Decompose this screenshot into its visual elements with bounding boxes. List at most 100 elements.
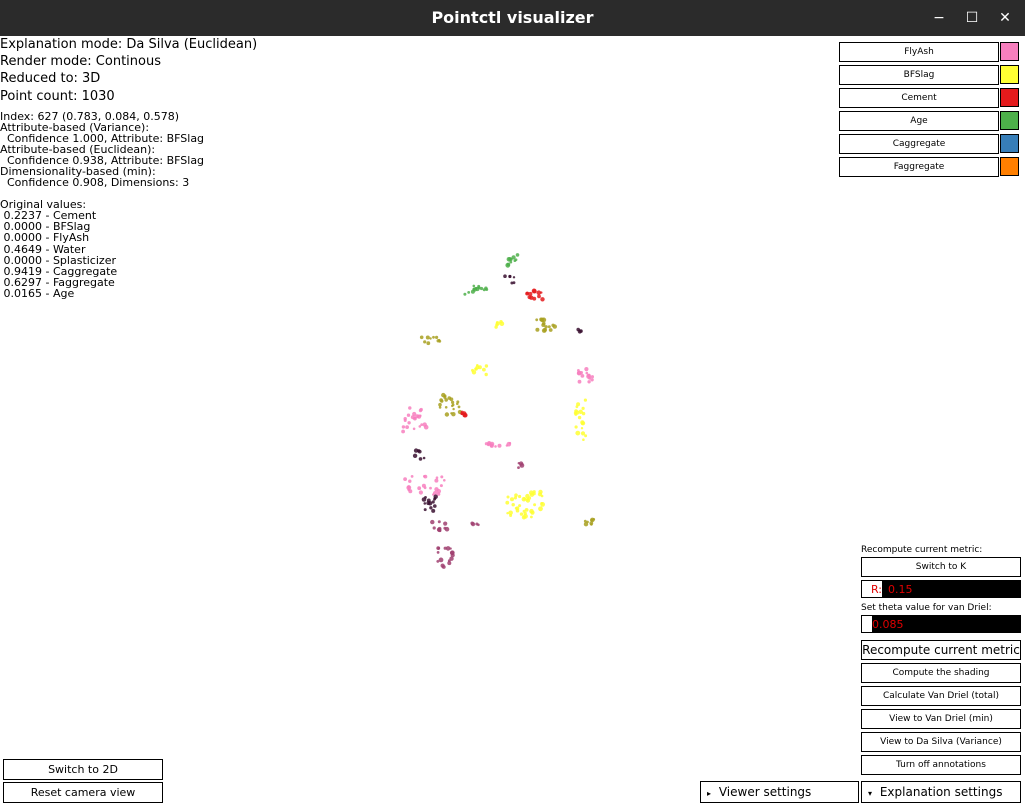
data-point[interactable] [419,414,422,417]
data-point[interactable] [437,520,441,524]
data-point[interactable] [529,490,534,495]
data-point[interactable] [482,367,486,372]
data-point[interactable] [540,297,545,302]
data-point[interactable] [419,335,424,340]
data-point[interactable] [449,550,455,555]
data-point[interactable] [577,379,582,384]
data-point[interactable] [587,373,591,378]
data-point[interactable] [432,526,436,530]
data-point[interactable] [421,497,427,502]
data-point[interactable] [437,528,442,533]
data-point[interactable] [444,398,448,402]
color-swatch-caggregate[interactable] [1000,134,1019,153]
compute-shading-button[interactable]: Compute the shading [861,663,1021,683]
data-point[interactable] [462,412,467,418]
legend-button-faggregate[interactable]: Faggregate [839,157,999,177]
data-point[interactable] [494,445,497,448]
data-point[interactable] [588,376,592,380]
data-point[interactable] [581,406,585,410]
color-swatch-bfslag[interactable] [1000,65,1019,84]
data-point[interactable] [580,422,584,426]
color-swatch-age[interactable] [1000,111,1019,130]
data-point[interactable] [451,403,455,407]
data-point[interactable] [447,561,452,566]
data-point[interactable] [449,397,454,402]
data-point[interactable] [580,431,586,436]
data-point[interactable] [436,489,441,494]
data-point[interactable] [505,500,510,505]
data-point[interactable] [430,519,435,525]
data-point[interactable] [497,443,502,448]
data-point[interactable] [519,463,525,468]
data-point[interactable] [505,262,511,268]
data-point[interactable] [429,337,432,340]
data-point[interactable] [437,546,441,550]
data-point[interactable] [503,274,507,278]
legend-button-flyash[interactable]: FlyAsh [839,42,999,62]
data-point[interactable] [525,291,529,296]
data-point[interactable] [410,475,414,478]
data-point[interactable] [436,551,440,554]
data-point[interactable] [419,407,423,412]
data-point[interactable] [541,317,547,323]
data-point[interactable] [577,370,582,376]
data-point[interactable] [509,514,513,517]
data-point[interactable] [443,395,447,399]
data-point[interactable] [523,497,526,501]
color-swatch-faggregate[interactable] [1000,157,1019,176]
data-point[interactable] [535,318,539,322]
data-point[interactable] [407,421,411,425]
data-point[interactable] [443,479,446,482]
data-point[interactable] [590,375,594,379]
close-icon[interactable]: ✕ [999,10,1011,26]
data-point[interactable] [581,411,586,416]
data-point[interactable] [544,325,548,329]
theta-value-field[interactable]: 0.085 [861,615,1021,633]
data-point[interactable] [511,503,515,507]
legend-button-caggregate[interactable]: Caggregate [839,134,999,154]
data-point[interactable] [423,508,427,512]
data-point[interactable] [426,341,431,346]
data-point[interactable] [580,427,584,430]
data-point[interactable] [508,257,512,261]
data-point[interactable] [548,328,553,332]
data-point[interactable] [514,493,518,497]
data-point[interactable] [582,438,585,441]
data-point[interactable] [584,434,588,438]
data-point[interactable] [432,493,435,496]
data-point[interactable] [431,500,435,504]
explanation-settings-button[interactable]: ▾ Explanation settings [861,781,1021,803]
minimize-icon[interactable]: − [933,10,945,26]
data-point[interactable] [417,449,422,454]
data-point[interactable] [527,295,532,300]
data-point[interactable] [403,419,407,422]
data-point[interactable] [456,400,460,404]
data-point[interactable] [438,406,442,409]
data-point[interactable] [484,364,489,368]
data-point[interactable] [412,427,416,431]
data-point[interactable] [444,412,450,417]
data-point[interactable] [590,378,594,382]
data-point[interactable] [589,521,594,526]
data-point[interactable] [552,324,557,329]
data-point[interactable] [499,321,505,326]
data-point[interactable] [418,490,423,495]
data-point[interactable] [576,327,580,332]
data-point[interactable] [435,476,439,479]
data-point[interactable] [577,415,582,420]
data-point[interactable] [584,367,589,372]
data-point[interactable] [574,412,578,416]
data-point[interactable] [530,515,533,519]
data-point[interactable] [403,477,407,481]
data-point[interactable] [528,291,533,296]
data-point[interactable] [532,296,537,301]
data-point[interactable] [471,368,474,372]
data-point[interactable] [421,483,426,488]
maximize-icon[interactable]: ☐ [965,10,979,26]
data-point[interactable] [467,291,471,294]
data-point[interactable] [532,289,537,294]
data-point[interactable] [477,284,481,288]
data-point[interactable] [515,253,520,257]
data-point[interactable] [417,486,422,491]
data-point[interactable] [475,522,479,526]
